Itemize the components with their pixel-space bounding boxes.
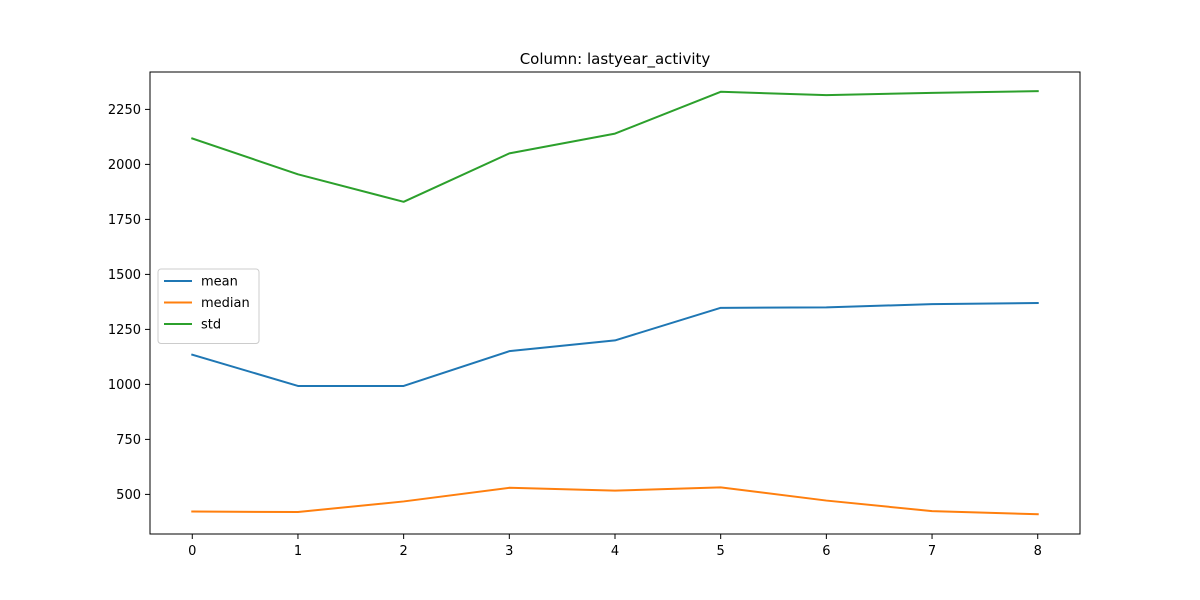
- x-tick-label: 6: [822, 544, 830, 559]
- series-line-median: [191, 486, 1039, 516]
- legend-label-median: median: [201, 296, 250, 311]
- y-tick-label: 1750: [108, 213, 141, 228]
- plot-area: 0 1 2 3 4 5 6 7 8 500 750 1000 1250 1500 1750 2000 2250: [108, 71, 1081, 559]
- y-tick-label: 2000: [108, 158, 141, 173]
- x-tick-label: 4: [611, 544, 619, 559]
- chart-title: Column: lastyear_activity: [520, 50, 711, 69]
- plot-frame: [149, 71, 1081, 535]
- x-tick-label: 0: [188, 544, 196, 559]
- y-tick-label: 2250: [108, 103, 141, 118]
- series-line-mean: [191, 301, 1039, 387]
- y-tick-label: 1000: [108, 378, 141, 393]
- legend-label-std: std: [201, 318, 221, 333]
- x-tick-label: 7: [928, 544, 936, 559]
- x-tick-label: 5: [717, 544, 725, 559]
- y-tick-label: 1250: [108, 323, 141, 338]
- y-tick-label: 750: [116, 433, 141, 448]
- x-tick-label: 3: [505, 544, 513, 559]
- x-tick-label: 2: [399, 544, 407, 559]
- x-tick-label: 1: [294, 544, 302, 559]
- series-line-std: [191, 90, 1039, 203]
- y-tick-label: 500: [116, 488, 141, 503]
- legend-label-mean: mean: [201, 275, 238, 290]
- y-tick-label: 1500: [108, 268, 141, 283]
- x-tick-label: 8: [1034, 544, 1042, 559]
- legend: mean median std: [157, 268, 260, 344]
